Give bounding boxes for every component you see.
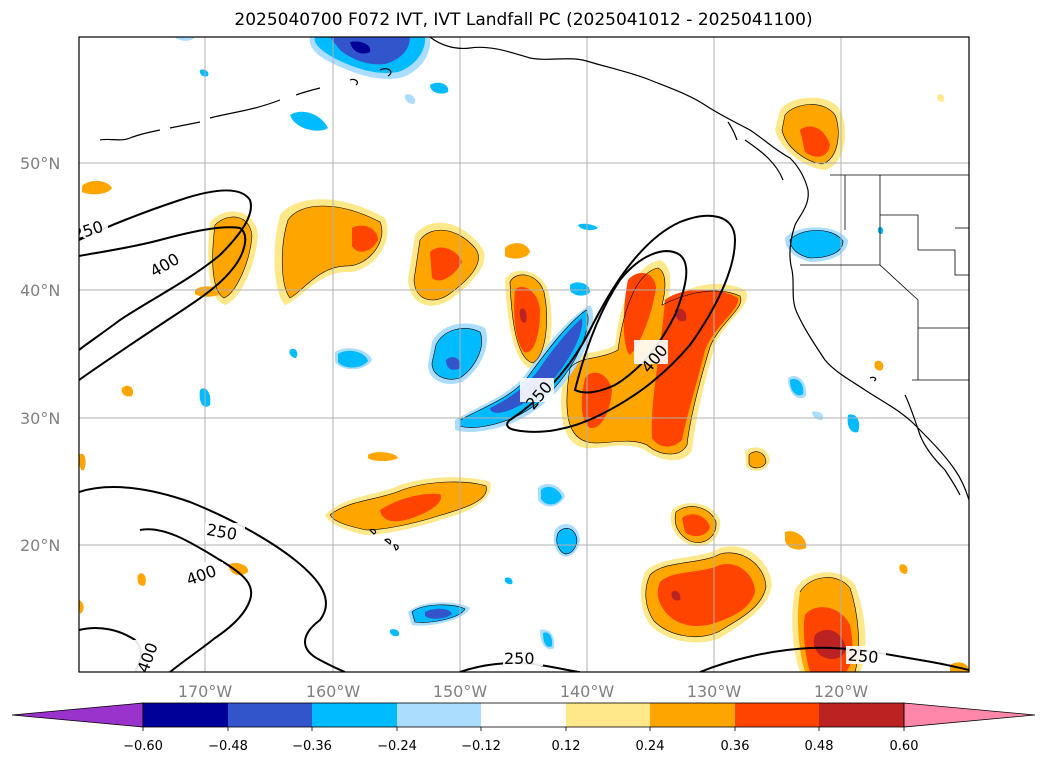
contour-label-250-s: 250: [504, 649, 535, 668]
patch-outlines: [212, 104, 859, 672]
colorbar-seg-7: [650, 703, 735, 727]
colorbar-tick-10: 0.60: [890, 739, 919, 754]
colorbar-tick-9: 0.48: [805, 739, 834, 754]
lon-label-130w: 130°W: [687, 682, 742, 701]
map-title: 2025040700 F072 IVT, IVT Landfall PC (20…: [234, 10, 813, 30]
contour-label-250-se: 250: [847, 645, 879, 667]
colorbar: −0.60 −0.48 −0.36 −0.24 −0.12 0.12 0.24 …: [11, 702, 1036, 754]
colorbar-tick-1: −0.60: [123, 739, 163, 754]
lat-label-20n: 20°N: [20, 536, 60, 555]
lat-label-50n: 50°N: [20, 154, 60, 173]
coastlines: [99, 37, 969, 551]
latitude-labels: 50°N 40°N 30°N 20°N: [20, 154, 60, 555]
contour-250-central: [506, 214, 737, 433]
colorbar-seg-5: [481, 703, 566, 727]
colorbar-seg-9: [819, 703, 904, 727]
map-area: 250 400 250 400 250 400 400 250 250: [79, 37, 969, 672]
colorbar-extend-low: [11, 702, 144, 728]
lon-label-160w: 160°W: [306, 682, 361, 701]
colorbar-tick-4: −0.24: [377, 739, 417, 754]
lon-label-150w: 150°W: [433, 682, 488, 701]
lat-label-40n: 40°N: [20, 281, 60, 300]
colorbar-tick-2: −0.48: [208, 739, 248, 754]
colorbar-seg-8: [735, 703, 819, 727]
map-frame: [78, 36, 970, 673]
borders: [800, 174, 969, 381]
lon-label-140w: 140°W: [560, 682, 615, 701]
colorbar-seg-1: [143, 703, 228, 727]
colorbar-extend-high: [903, 702, 1036, 728]
colorbar-seg-3: [312, 703, 397, 727]
lon-label-170w: 170°W: [178, 682, 233, 701]
ivt-contours: [79, 189, 969, 672]
colorbar-seg-2: [228, 703, 312, 727]
longitude-labels: 170°W 160°W 150°W 140°W 130°W 120°W: [178, 682, 869, 701]
contour-250-sw: [79, 486, 346, 672]
lat-label-30n: 30°N: [20, 409, 60, 428]
colorbar-tick-8: 0.36: [721, 739, 750, 754]
colorbar-tick-6: 0.12: [552, 739, 581, 754]
colorbar-tick-7: 0.24: [636, 739, 665, 754]
contour-400-central: [573, 250, 688, 394]
contour-400-sw: [139, 528, 253, 672]
colorbar-tick-5: −0.12: [461, 739, 501, 754]
contour-250-nw: [79, 189, 252, 351]
contour-400-nw: [79, 226, 247, 381]
colorbar-tick-3: −0.36: [292, 739, 332, 754]
lon-label-120w: 120°W: [814, 682, 869, 701]
colorbar-seg-6: [566, 703, 650, 727]
colorbar-seg-4: [397, 703, 481, 727]
gridlines: [79, 37, 969, 672]
